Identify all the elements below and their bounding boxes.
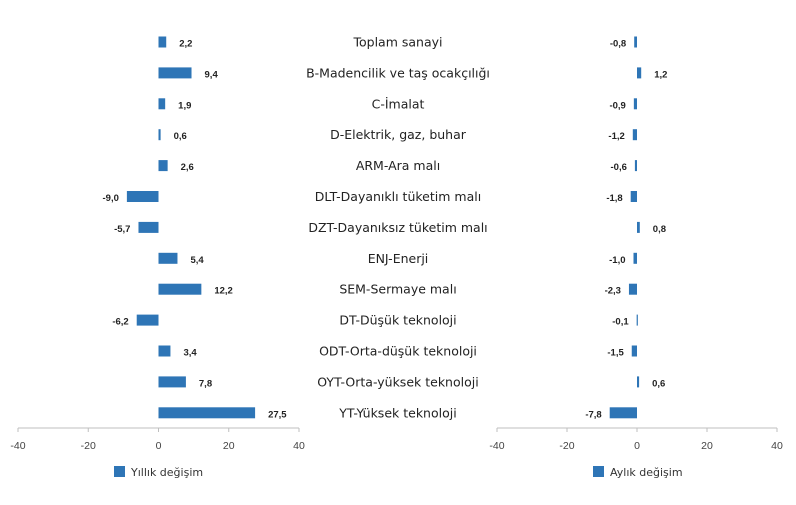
bar-annual: [158, 160, 168, 172]
category-label: B-Madencilik ve taş ocakçılığı: [306, 65, 490, 80]
bar-monthly: [609, 407, 637, 419]
bar-monthly: [633, 98, 637, 110]
category-label: DT-Düşük teknoloji: [339, 313, 456, 328]
data-label: 12,2: [214, 286, 233, 297]
bar-annual: [158, 252, 178, 264]
legend-swatch: [593, 466, 604, 477]
bar-monthly: [634, 160, 637, 172]
bar-annual: [126, 191, 159, 202]
category-label: DLT-Dayanıklı tüketim malı: [315, 189, 481, 204]
bar-annual: [158, 67, 192, 79]
data-label: -9,0: [103, 193, 119, 204]
x-tick-label: 0: [156, 440, 162, 452]
category-label: ODT-Orta-düşük teknoloji: [319, 344, 477, 359]
bar-annual: [138, 221, 159, 233]
data-label: 3,4: [183, 348, 197, 359]
data-label: -5,7: [114, 224, 130, 235]
category-label: OYT-Orta-yüksek teknoloji: [317, 374, 478, 389]
data-label: -7,8: [585, 409, 601, 420]
category-label: YT-Yüksek teknoloji: [338, 405, 456, 420]
bar-annual: [158, 407, 256, 419]
bar-annual: [158, 129, 161, 141]
data-label: 2,6: [181, 162, 194, 173]
x-tick-label: 40: [771, 440, 783, 452]
category-label: D-Elektrik, gaz, buhar: [330, 127, 467, 142]
legend-label: Yıllık değişim: [130, 466, 203, 479]
bar-monthly: [632, 129, 637, 141]
bar-monthly: [637, 376, 640, 388]
bar-annual: [158, 376, 186, 388]
bar-annual: [158, 283, 202, 295]
bar-monthly: [633, 252, 637, 264]
data-label: -1,0: [609, 255, 625, 266]
data-label: -0,1: [612, 317, 629, 328]
data-label: 1,9: [178, 100, 191, 111]
x-tick-label: -40: [489, 440, 504, 452]
category-label: ENJ-Enerji: [368, 251, 429, 266]
data-label: 0,6: [174, 131, 187, 142]
data-label: -1,2: [608, 131, 624, 142]
data-label: 1,2: [654, 69, 667, 80]
category-label: DZT-Dayanıksız tüketim malı: [308, 220, 487, 235]
bar-monthly: [637, 67, 642, 79]
data-label: 0,6: [652, 378, 665, 389]
x-tick-label: -20: [81, 440, 96, 452]
category-label: SEM-Sermaye malı: [339, 282, 456, 297]
bar-monthly: [631, 345, 637, 357]
bar-monthly: [634, 36, 637, 48]
data-label: -6,2: [112, 317, 128, 328]
bar-annual: [158, 345, 171, 357]
bar-monthly: [630, 191, 637, 202]
x-tick-label: 20: [223, 440, 235, 452]
data-label: -2,3: [605, 286, 621, 297]
data-label: -0,8: [610, 39, 626, 50]
data-label: 7,8: [199, 378, 212, 389]
bar-monthly: [637, 221, 640, 233]
x-tick-label: 40: [293, 440, 305, 452]
category-label: ARM-Ara malı: [356, 158, 440, 173]
category-label: C-İmalat: [372, 96, 425, 111]
legend-swatch: [114, 466, 125, 477]
bar-monthly: [628, 283, 637, 295]
category-label: Toplam sanayi: [352, 35, 442, 50]
x-tick-label: -40: [10, 440, 25, 452]
data-label: 27,5: [268, 409, 287, 420]
data-label: 9,4: [205, 69, 219, 80]
bar-annual: [158, 98, 166, 110]
x-tick-label: -20: [559, 440, 574, 452]
data-label: -0,6: [611, 162, 627, 173]
x-tick-label: 20: [701, 440, 713, 452]
bar-annual: [136, 314, 159, 326]
data-label: 5,4: [190, 255, 204, 266]
legend-label: Aylık değişim: [610, 466, 683, 479]
data-label: -0,9: [609, 100, 625, 111]
x-tick-label: 0: [634, 440, 640, 452]
data-label: 0,8: [653, 224, 666, 235]
data-label: 2,2: [179, 39, 192, 50]
bar-monthly: [636, 314, 638, 326]
data-label: -1,8: [606, 193, 622, 204]
data-label: -1,5: [607, 348, 624, 359]
bar-annual: [158, 36, 167, 48]
